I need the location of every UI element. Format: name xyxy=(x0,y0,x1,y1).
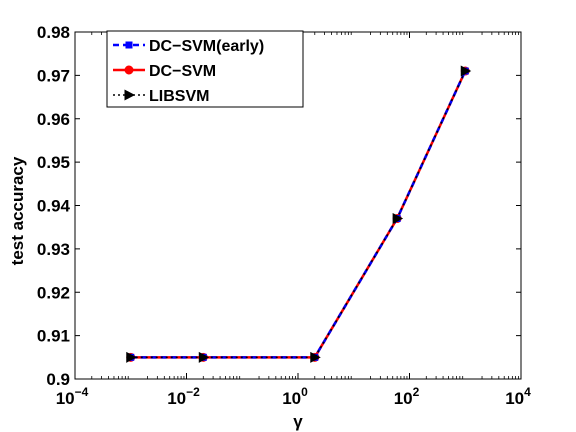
data-point xyxy=(126,351,137,363)
x-tick-base: 10 xyxy=(394,389,413,408)
y-tick-label: 0.91 xyxy=(37,327,70,346)
series-layer xyxy=(126,65,472,363)
legend-label: DC−SVM xyxy=(149,63,216,80)
x-tick-label: 100 xyxy=(282,385,308,408)
x-tick-exponent: 2 xyxy=(413,385,420,399)
legend-swatch-marker xyxy=(125,41,133,49)
legend-label: DC−SVM(early) xyxy=(149,38,264,55)
y-axis-label: test accuracy xyxy=(8,156,27,265)
x-tick-label: 10−2 xyxy=(167,385,200,408)
data-point xyxy=(198,351,210,363)
x-tick-exponent: 0 xyxy=(301,385,308,399)
data-point xyxy=(392,213,404,225)
x-tick-label: 104 xyxy=(505,385,531,408)
x-tick-exponent: 4 xyxy=(524,385,531,399)
x-tick-exponent: −4 xyxy=(75,385,89,399)
x-axis-label: γ xyxy=(293,412,303,431)
legend-entry: DC−SVM xyxy=(113,63,216,80)
y-tick-label: 0.96 xyxy=(37,110,70,129)
data-point xyxy=(310,351,321,363)
y-tick-label: 0.97 xyxy=(37,66,70,85)
x-tick-base: 10 xyxy=(167,389,186,408)
data-point xyxy=(460,65,472,77)
x-tick-exponent: −2 xyxy=(186,385,200,399)
y-tick-label: 0.98 xyxy=(37,23,70,42)
legend-swatch-marker xyxy=(124,89,135,101)
x-tick-base: 10 xyxy=(282,389,301,408)
x-tick-base: 10 xyxy=(505,389,524,408)
legend-swatch-marker xyxy=(124,65,134,75)
legend-entry: LIBSVM xyxy=(113,88,209,105)
y-tick-label: 0.92 xyxy=(37,283,70,302)
x-tick-label: 10−4 xyxy=(56,385,89,408)
legend-label: LIBSVM xyxy=(149,88,209,105)
y-tick-label: 0.93 xyxy=(37,240,70,259)
y-tick-label: 0.95 xyxy=(37,153,70,172)
y-tick-label: 0.9 xyxy=(46,370,70,389)
x-tick-base: 10 xyxy=(56,389,75,408)
series-libsvm xyxy=(126,65,472,363)
legend-entry: DC−SVM(early) xyxy=(113,38,264,55)
legend: DC−SVM(early) DC−SVM LIBSVM xyxy=(106,30,304,108)
x-tick-label: 102 xyxy=(394,385,420,408)
y-tick-label: 0.94 xyxy=(37,197,71,216)
